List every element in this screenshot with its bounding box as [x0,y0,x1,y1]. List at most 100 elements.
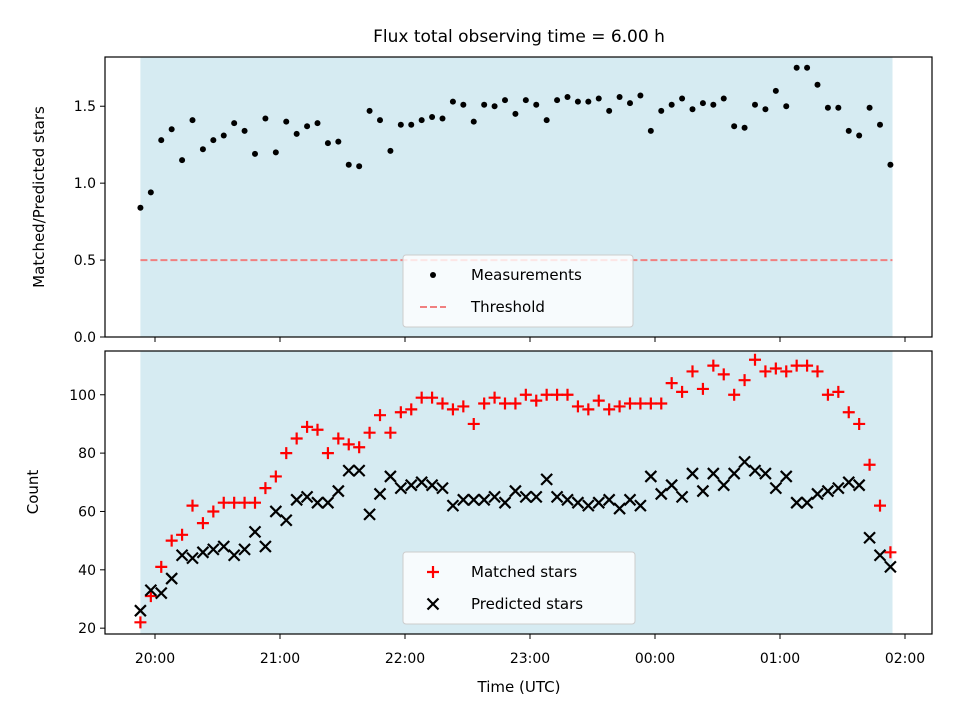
matched-stars-point [780,365,793,378]
measurements-point [522,97,529,104]
measurements-point [418,117,425,124]
predicted-stars-point [696,484,710,498]
predicted-stars-point [321,496,335,509]
measurements-point [616,94,623,100]
matched-stars-point [228,496,241,509]
matched-stars-point [478,397,491,410]
matched-stars-point [488,391,501,404]
matched-stars-point [561,388,574,401]
matched-stars-point [874,499,886,512]
measurements-point [710,101,717,108]
matched-stars-point [801,359,814,372]
measurements-point [377,117,383,124]
matched-stars-point [426,391,439,404]
measurements-point [835,104,842,111]
measurements-point [283,118,290,125]
measurements-point [304,123,311,130]
top-y-tick-label: 0.0 [74,330,96,346]
matched-stars-point [790,359,803,372]
measurements-point [658,107,665,114]
predicted-stars-point [425,478,439,492]
measurements-point [804,64,811,71]
predicted-stars-point [821,484,835,498]
matched-stars-point [405,403,418,416]
matched-stars-point [634,397,647,410]
predicted-stars-point [790,496,803,509]
matched-stars-point [207,505,220,518]
measurements-point [679,95,686,102]
measurements-point [324,140,331,147]
predicted-stars-point [290,493,303,507]
measurements-point [408,121,415,128]
predicted-stars-point [634,499,647,512]
predicted-stars-point [269,505,283,518]
predicted-stars-point [207,543,220,556]
measurements-point [543,117,550,124]
matched-stars-point [249,496,261,509]
measurements-point [387,147,394,154]
matched-stars-point [519,388,532,401]
matched-stars-point [290,432,303,445]
predicted-stars-point [363,508,376,521]
matched-stars-point [155,560,168,573]
measurements-point [637,92,644,99]
measurements-point [449,98,456,105]
matched-stars-point [728,388,741,401]
matched-stars-point [686,365,699,378]
matched-stars-point [165,534,178,547]
predicted-stars-point [352,464,366,477]
predicted-stars-point [196,546,210,559]
predicted-stars-point [373,487,387,501]
measurements-point [210,137,217,144]
measurements-point [574,98,581,105]
measurements-point [460,101,467,108]
matched-stars-point [321,447,334,460]
predicted-stars-point [779,470,793,483]
predicted-stars-point [342,464,356,477]
matched-stars-point [884,546,897,559]
measurements-point [689,106,696,113]
predicted-stars-point [852,478,866,492]
predicted-stars-point [623,493,637,507]
matched-stars-point [363,426,376,439]
predicted-stars-point [259,540,272,553]
matched-stars-point [821,388,834,401]
matched-stars-point [176,528,189,541]
matched-stars-point [551,388,564,401]
predicted-stars-point [477,493,491,507]
matched-stars-point [749,353,761,366]
predicted-stars-point [415,476,428,489]
matched-stars-point [696,382,709,395]
top-legend: Measurements Threshold [402,254,634,328]
matched-stars-point [467,417,480,430]
predicted-stars-point [842,476,856,489]
x-tick-label: 20:00 [135,651,175,667]
matched-stars-point [499,397,511,410]
measurements-point [168,126,175,133]
matched-stars-point [676,385,689,398]
predicted-stars-point [488,490,501,504]
measurements-point [720,95,727,102]
top-axes-frame [104,56,933,338]
predicted-stars-point [134,604,147,617]
predicted-stars-point [748,464,762,477]
predicted-stars-point [154,586,168,600]
predicted-stars-point [759,467,772,480]
legend-matched-stars-marker [427,566,439,578]
predicted-stars-point [571,496,585,509]
measurements-point [752,101,758,108]
matched-stars-point [738,374,751,387]
predicted-stars-point [592,496,606,509]
chart-title: Flux total observing time = 6.00 h [373,27,665,47]
measurements-point [512,110,519,117]
matched-stars-point [759,365,772,378]
measurements-point [293,130,300,137]
predicted-stars-point [175,548,189,562]
measurements-point [762,106,769,113]
predicted-stars-point [613,502,626,515]
matched-stars-point [509,397,522,410]
matched-stars-point [415,391,428,404]
predicted-stars-point [769,481,783,495]
bottom-y-tick-label: 20 [78,621,96,637]
measurements-point [158,137,165,144]
